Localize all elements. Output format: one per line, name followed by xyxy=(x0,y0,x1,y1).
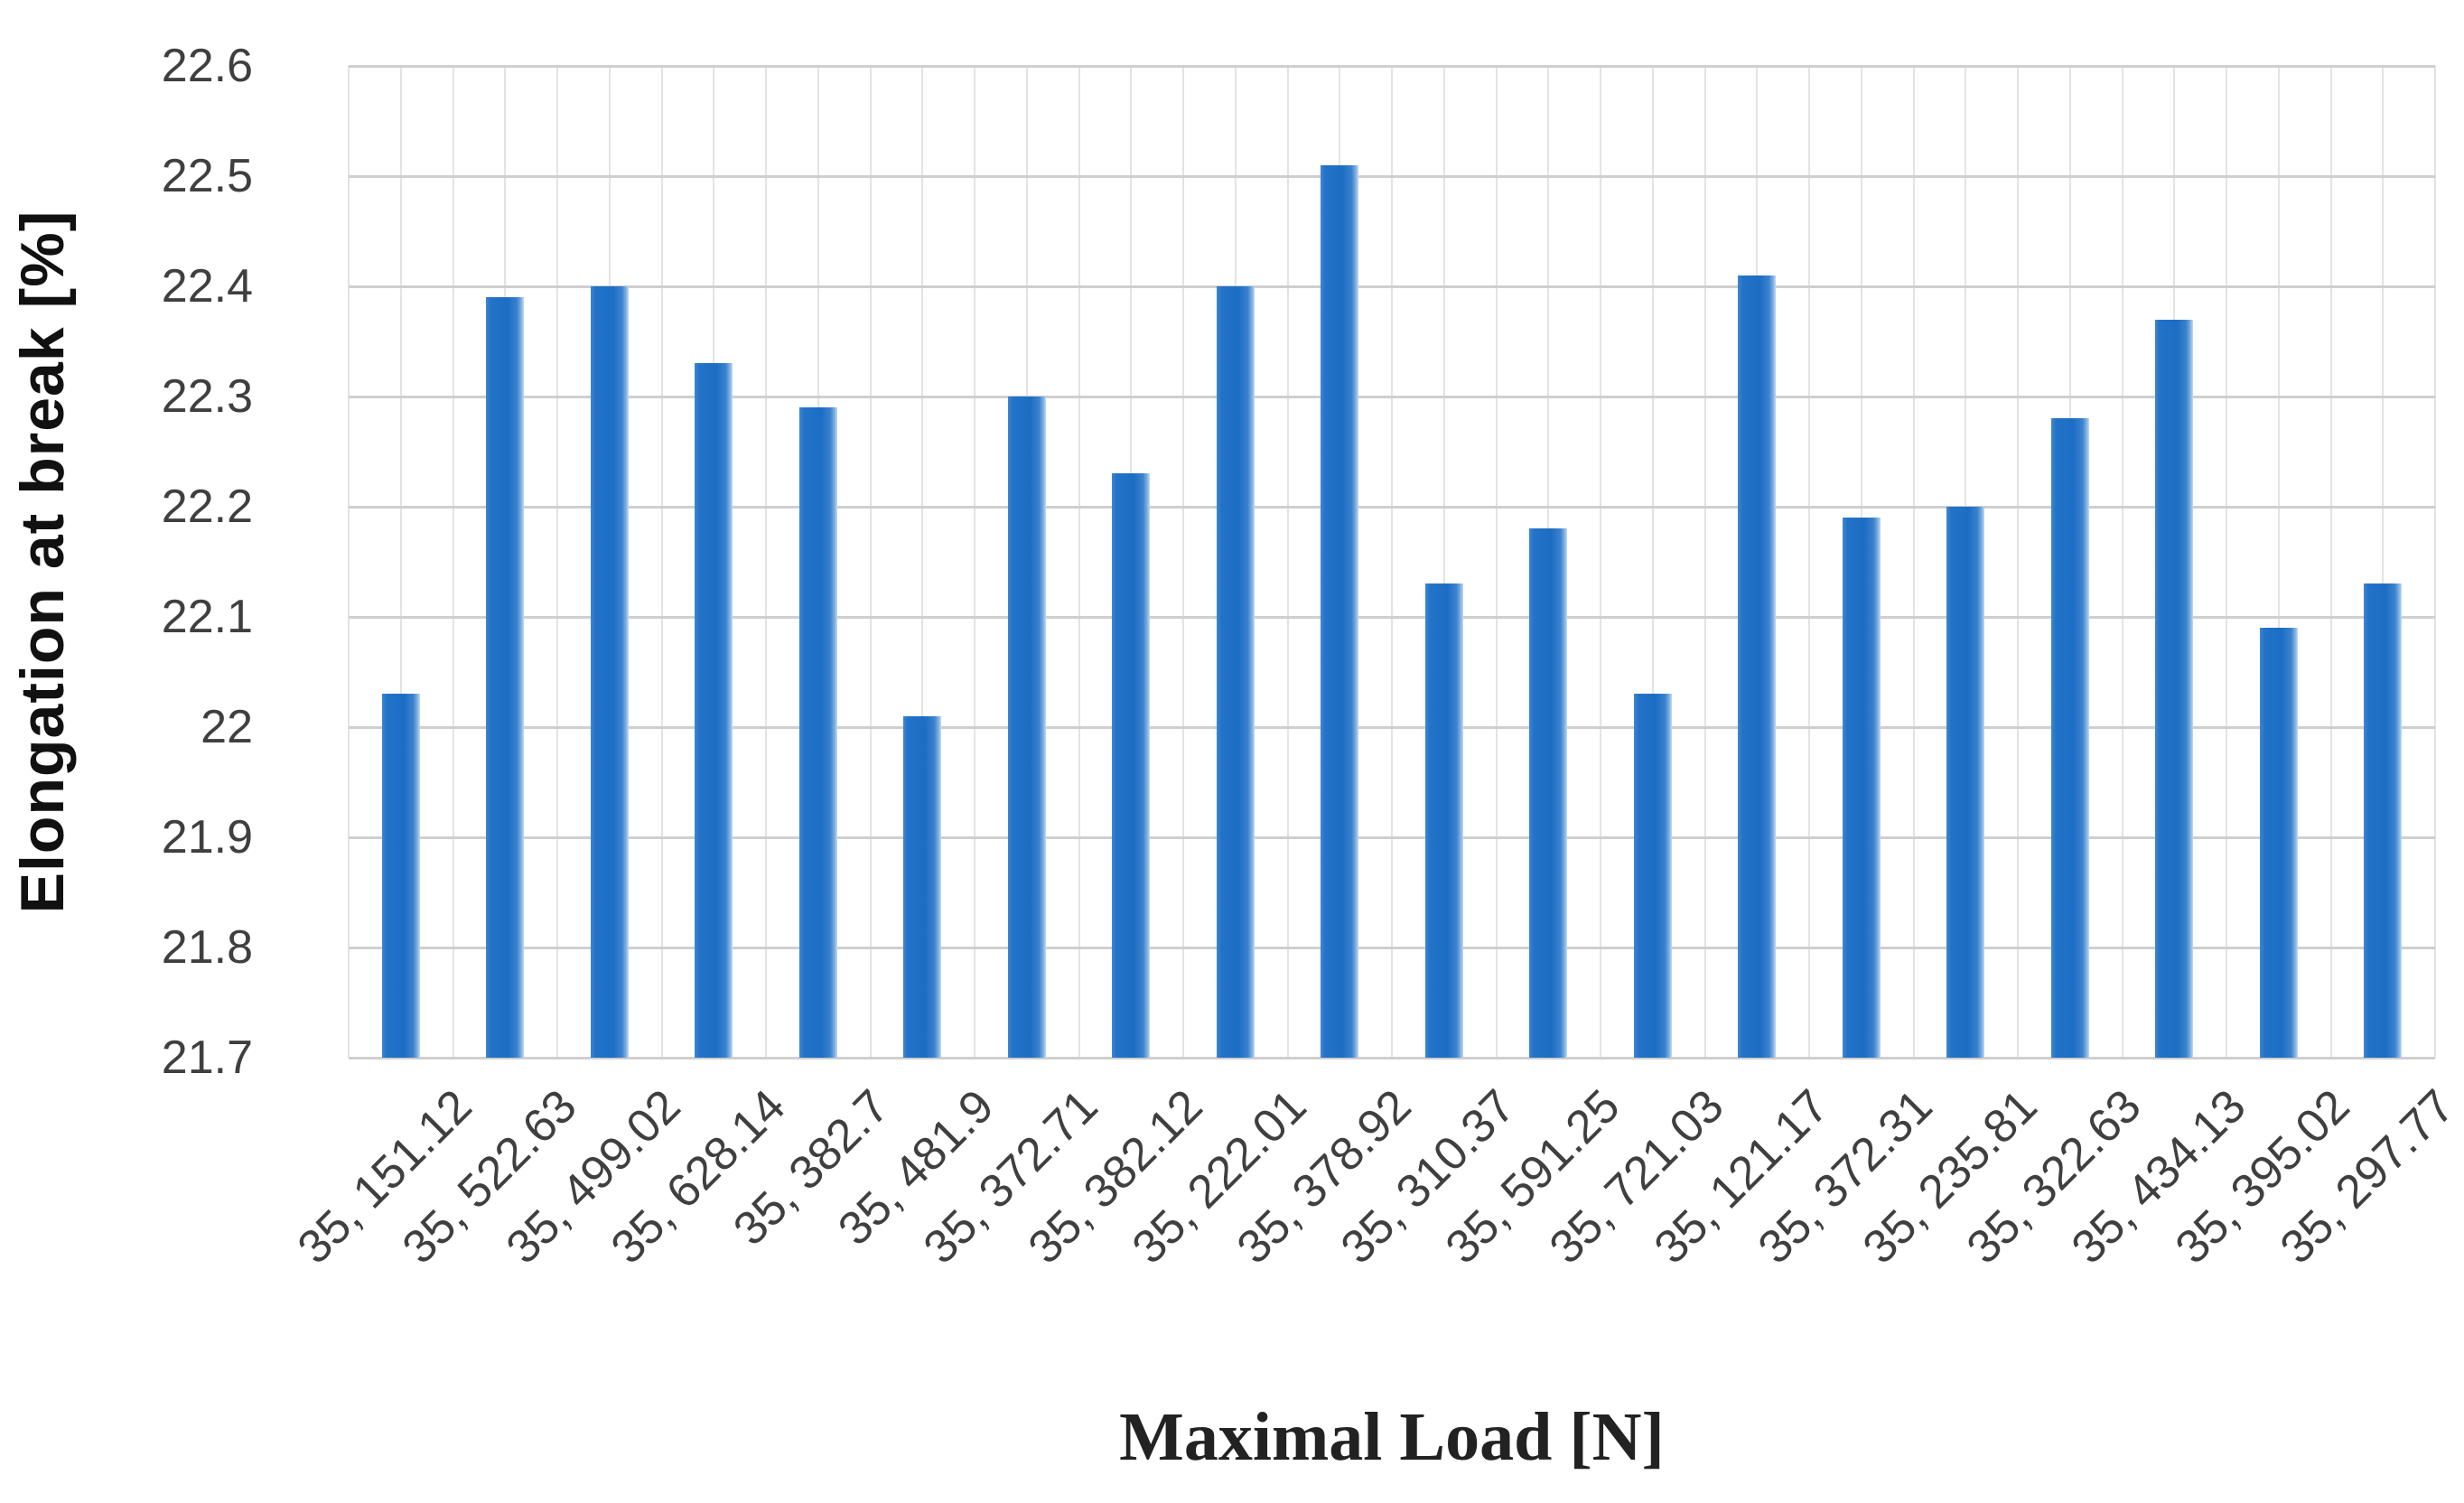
y-tick-label: 22.1 xyxy=(161,591,253,643)
gridline-vertical xyxy=(1391,66,1393,1058)
gridline-horizontal xyxy=(349,1057,2435,1060)
gridline-horizontal xyxy=(349,396,2435,398)
bar xyxy=(798,407,837,1058)
gridline-vertical xyxy=(2382,66,2385,1058)
gridline-vertical xyxy=(1495,66,1498,1058)
bar xyxy=(1321,164,1359,1058)
bar xyxy=(1424,583,1463,1058)
gridline-vertical xyxy=(2226,66,2227,1058)
gridline-horizontal xyxy=(349,506,2435,509)
y-tick-label: 21.9 xyxy=(161,811,253,864)
gridline-vertical xyxy=(2017,66,2019,1058)
gridline-horizontal xyxy=(349,726,2435,729)
gridline-vertical xyxy=(1912,66,1915,1058)
gridline-vertical xyxy=(921,66,924,1058)
x-axis-title: Maximal Load [N] xyxy=(1119,1399,1665,1475)
gridline-vertical xyxy=(348,66,350,1058)
bar xyxy=(590,286,629,1058)
bar xyxy=(695,363,733,1058)
bar xyxy=(1842,518,1881,1058)
bar xyxy=(486,297,525,1058)
gridline-vertical xyxy=(660,66,663,1058)
gridline-horizontal xyxy=(349,947,2435,949)
y-tick-label: 22.6 xyxy=(161,40,253,92)
gridline-vertical xyxy=(2121,66,2123,1058)
y-tick-label: 22 xyxy=(201,701,253,753)
y-tick-label: 22.5 xyxy=(161,150,253,202)
gridline-vertical xyxy=(765,66,767,1058)
gridline-vertical xyxy=(2434,66,2436,1058)
gridline-vertical xyxy=(1442,66,1445,1058)
y-axis-title: Elongation at break [%] xyxy=(8,210,77,914)
bar xyxy=(381,694,420,1058)
gridline-horizontal xyxy=(349,65,2435,69)
gridline-vertical xyxy=(1286,66,1289,1058)
gridline-horizontal xyxy=(349,836,2435,839)
gridline-vertical xyxy=(1808,66,1810,1058)
bar xyxy=(1112,473,1151,1058)
bar xyxy=(1738,275,1777,1058)
gridline-vertical xyxy=(556,66,558,1058)
gridline-vertical xyxy=(1182,66,1184,1058)
bar xyxy=(2155,319,2194,1058)
bar xyxy=(1529,528,1568,1058)
bar xyxy=(1216,286,1255,1058)
gridline-vertical xyxy=(1651,66,1654,1058)
gridline-vertical xyxy=(1703,66,1706,1058)
gridline-vertical xyxy=(974,66,975,1058)
y-tick-label: 22.4 xyxy=(161,260,253,313)
gridline-vertical xyxy=(2329,66,2332,1058)
gridline-vertical xyxy=(1600,66,1601,1058)
gridline-vertical xyxy=(2277,66,2280,1058)
bar xyxy=(2364,583,2403,1058)
bar xyxy=(2050,418,2089,1058)
gridline-vertical xyxy=(399,66,402,1058)
bar xyxy=(2259,628,2298,1058)
bar xyxy=(1633,694,1672,1058)
gridline-vertical xyxy=(1078,66,1080,1058)
gridline-vertical xyxy=(452,66,454,1058)
y-tick-label: 21.8 xyxy=(161,921,253,974)
gridline-vertical xyxy=(869,66,872,1058)
y-tick-label: 22.2 xyxy=(161,481,253,533)
bar xyxy=(903,715,942,1058)
bar xyxy=(1007,397,1046,1058)
y-tick-label: 22.3 xyxy=(161,370,253,423)
gridline-horizontal xyxy=(349,175,2435,178)
y-tick-label: 21.7 xyxy=(161,1032,253,1084)
gridline-horizontal xyxy=(349,285,2435,288)
plot-area xyxy=(348,65,2436,1060)
bar xyxy=(1946,507,1985,1058)
gridline-horizontal xyxy=(349,616,2435,619)
